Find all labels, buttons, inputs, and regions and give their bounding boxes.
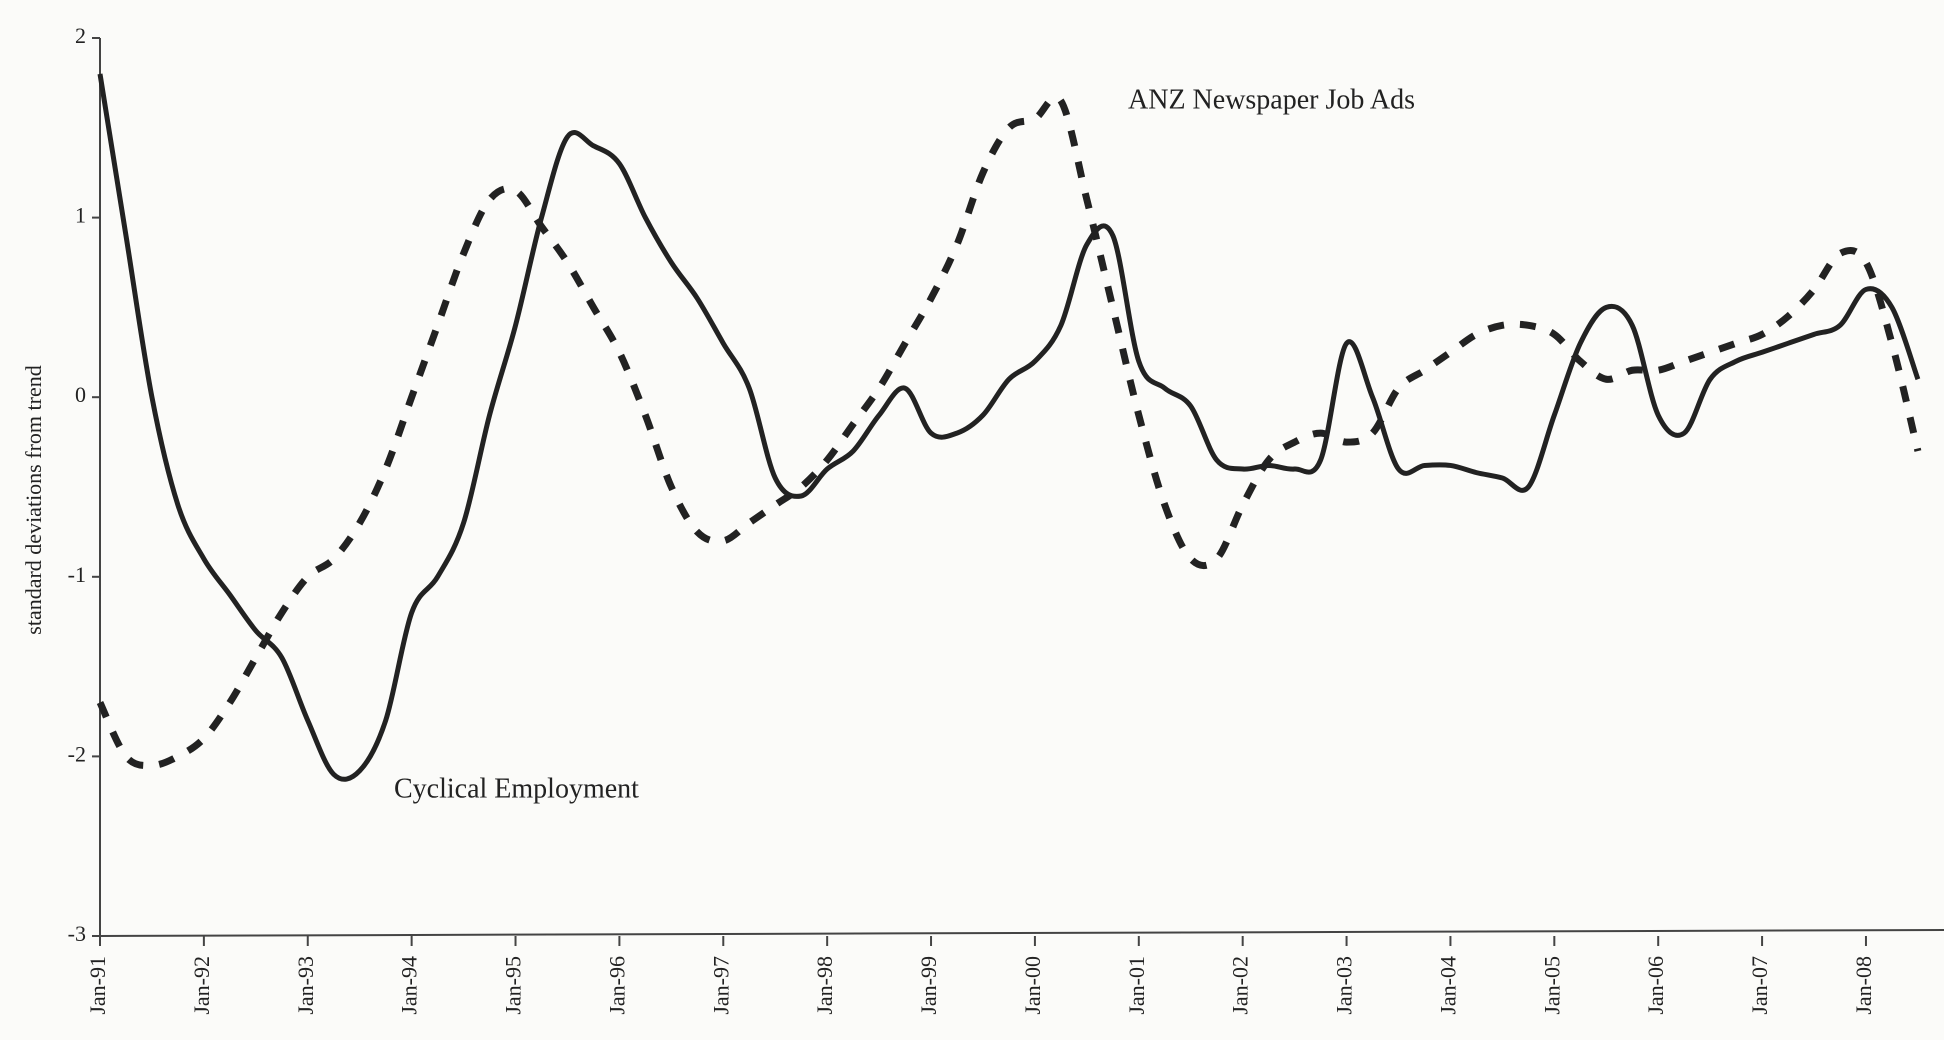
- y-tick-label: 1: [75, 203, 86, 228]
- x-tick-label: Jan-91: [85, 956, 110, 1015]
- y-tick-label: 0: [75, 382, 86, 407]
- y-axis-label: standard deviations from trend: [21, 365, 46, 634]
- x-tick-label: Jan-92: [189, 956, 214, 1015]
- x-tick-label: Jan-98: [812, 956, 837, 1015]
- y-tick-label: -2: [68, 741, 86, 766]
- x-tick-label: Jan-01: [1124, 956, 1149, 1015]
- y-tick-label: -1: [68, 562, 86, 587]
- x-tick-label: Jan-95: [501, 956, 526, 1015]
- series-line: [96, 93, 1922, 769]
- annotation: Cyclical Employment: [394, 773, 639, 804]
- x-tick-label: Jan-97: [708, 956, 733, 1015]
- x-tick-label: Jan-08: [1851, 956, 1876, 1015]
- y-tick-label: 2: [75, 23, 86, 48]
- x-tick-label: Jan-06: [1643, 956, 1668, 1015]
- x-tick-label: Jan-00: [1020, 956, 1045, 1015]
- x-tick-label: Jan-99: [916, 956, 941, 1015]
- x-tick-label: Jan-07: [1747, 956, 1772, 1015]
- x-tick-label: Jan-94: [397, 956, 422, 1015]
- x-tick-label: Jan-02: [1228, 956, 1253, 1015]
- x-axis: [99, 929, 1944, 937]
- series-line: [97, 73, 1921, 782]
- x-tick-label: Jan-96: [604, 956, 629, 1015]
- x-tick-label: Jan-05: [1539, 956, 1564, 1015]
- y-tick-label: -3: [68, 921, 86, 946]
- x-tick-label: Jan-93: [293, 956, 318, 1015]
- annotation: ANZ Newspaper Job Ads: [1128, 84, 1415, 115]
- x-tick-label: Jan-04: [1435, 956, 1460, 1015]
- x-tick-label: Jan-03: [1332, 956, 1357, 1015]
